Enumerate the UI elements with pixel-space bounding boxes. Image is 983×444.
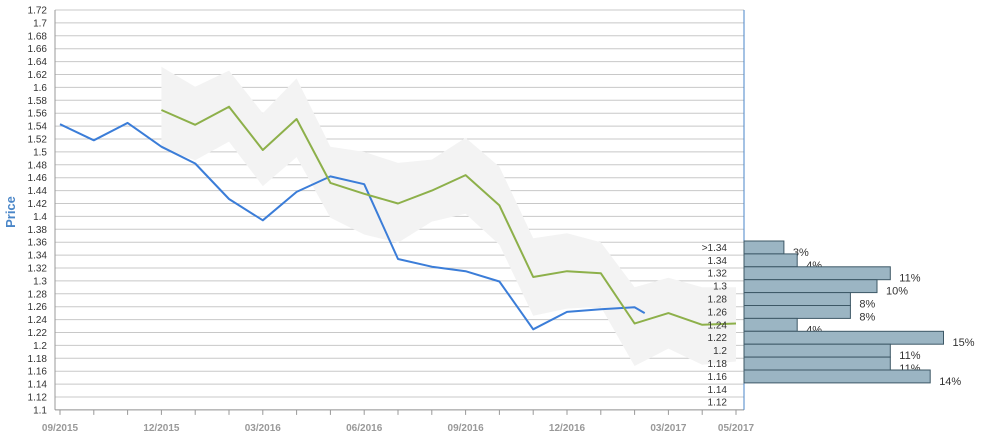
x-tick-labels: 09/2015 12/2015 03/2016 06/2016 09/2016 12/20… [42, 423, 755, 434]
y-tick-label: 1.64 [28, 57, 48, 68]
distribution-bin-label: 1.34 [708, 256, 728, 267]
distribution-pct-label: 14% [939, 376, 961, 388]
y-tick-label: 1.34 [28, 251, 48, 262]
distribution-bar [743, 266, 891, 281]
y-tick-label: 1.3 [33, 276, 47, 287]
y-tick-label: 1.28 [28, 289, 48, 300]
y-tick-label: 1.1 [33, 405, 47, 416]
distribution-pct-label: 11% [899, 350, 920, 362]
distribution-bar [743, 292, 851, 307]
distribution-bin-label: 1.12 [708, 398, 728, 409]
x-tick-label: 03/2017 [650, 423, 687, 434]
distribution-bar [743, 253, 798, 268]
y-tick-label: 1.38 [28, 225, 48, 236]
distribution-bin-label: 1.32 [708, 269, 728, 280]
distribution-bin-label: 1.16 [708, 372, 728, 383]
y-tick-label: 1.18 [28, 354, 48, 365]
forecast-price-line [160, 105, 737, 326]
y-tick-label: 1.12 [28, 393, 48, 404]
y-tick-label: 1.66 [28, 44, 48, 55]
distribution-bar [743, 317, 798, 332]
distribution-pct-label: 15% [953, 337, 975, 349]
distribution-pct-label: 10% [886, 286, 908, 298]
y-tick-label: 1.56 [28, 109, 48, 120]
distribution-bar [743, 305, 851, 319]
y-tick-label: 1.32 [28, 264, 48, 275]
distribution-bar [743, 356, 891, 371]
y-tick-label: 1.44 [28, 186, 48, 197]
y-tick-label: 1.36 [28, 238, 48, 249]
y-tick-label: 1.72 [28, 6, 48, 17]
x-tick-label: 12/2016 [549, 423, 586, 434]
series-lines [59, 105, 737, 331]
y-tick-label: 1.24 [28, 315, 48, 326]
y-tick-label: 1.58 [28, 96, 48, 107]
distribution-bar [743, 330, 944, 345]
x-tick-label: 09/2016 [448, 423, 485, 434]
distribution-bin-label: 1.26 [708, 307, 728, 318]
y-tick-label: 1.62 [28, 70, 48, 81]
y-tick-label: 1.48 [28, 160, 48, 171]
historical-price-line [59, 121, 646, 331]
y-tick-label: 1.2 [33, 341, 47, 352]
distribution-bin-label: 1.24 [708, 320, 728, 331]
distribution-bar [743, 369, 931, 384]
distribution-bar [743, 343, 891, 358]
distribution-pct-label: 8% [859, 311, 875, 323]
distribution-bin-label: 1.2 [713, 346, 727, 357]
y-tick-label: 1.26 [28, 302, 48, 313]
y-tick-label: 1.16 [28, 367, 48, 378]
distribution-bar [743, 240, 785, 255]
distribution-bin-label: >1.34 [702, 243, 728, 254]
y-tick-labels: 1.11.12 1.14 1.16 1.18 1.2 1.22 1.24 1.26 1.28 1.… [28, 6, 48, 417]
y-tick-label: 1.42 [28, 199, 48, 210]
y-tick-label: 1.14 [28, 380, 48, 391]
distribution-pct-label: 11% [899, 273, 920, 285]
x-tick-label: 06/2016 [346, 423, 383, 434]
y-tick-label: 1.52 [28, 135, 48, 146]
y-tick-label: 1.7 [33, 18, 47, 29]
y-axis-label: Price [3, 196, 18, 228]
y-tick-label: 1.5 [33, 147, 47, 158]
y-tick-label: 1.68 [28, 31, 48, 42]
forecast-band-area [161, 66, 736, 367]
distribution-bar [743, 279, 878, 294]
forecast-band [161, 66, 736, 367]
y-tick-label: 1.4 [33, 212, 47, 223]
distribution-bin-label: 1.28 [708, 295, 728, 306]
x-tick-label: 09/2015 [42, 423, 79, 434]
y-tick-label: 1.46 [28, 173, 48, 184]
x-tick-label: 03/2016 [245, 423, 282, 434]
distribution-bin-label: 1.22 [708, 333, 728, 344]
x-tick-label: 12/2015 [143, 423, 180, 434]
y-tick-label: 1.22 [28, 328, 48, 339]
distribution-bin-label: 1.3 [713, 282, 727, 293]
y-tick-label: 1.54 [28, 122, 48, 133]
y-tick-label: 1.6 [33, 83, 47, 94]
distribution-bars: >1.34 3%1.34 4%1.32 11%1.3 10%1.28 8%1.26 8%1.… [702, 240, 975, 409]
distribution-bin-label: 1.14 [708, 385, 728, 396]
distribution-bin-label: 1.18 [708, 359, 728, 370]
x-tick-label: 05/2017 [718, 423, 755, 434]
distribution-pct-label: 8% [859, 299, 875, 311]
